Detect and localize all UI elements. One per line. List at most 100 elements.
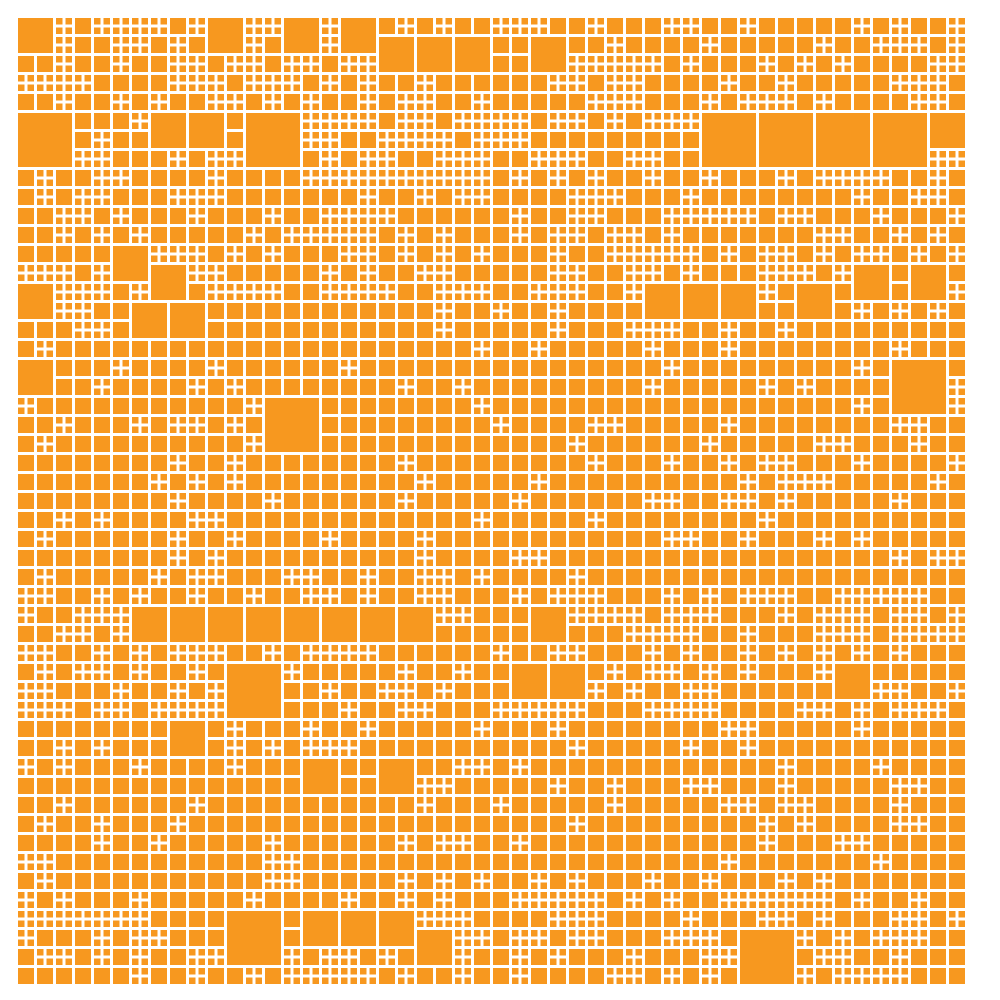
tile	[189, 94, 205, 110]
mini-tile	[531, 27, 538, 34]
mini-tile	[417, 103, 424, 110]
mini-tile	[835, 835, 842, 842]
tile	[436, 417, 452, 433]
mini-tile	[170, 75, 177, 82]
mini-tile	[825, 616, 832, 623]
mini-tile	[426, 474, 433, 481]
tile	[113, 778, 129, 794]
mini-tile	[749, 217, 756, 224]
mini-tile	[369, 75, 376, 82]
mini-tile	[151, 474, 158, 481]
mini-tile	[265, 246, 272, 253]
tile	[265, 588, 281, 604]
mini-tile	[863, 844, 870, 851]
tile	[588, 816, 604, 832]
mini-tile	[882, 246, 889, 253]
mini-tile	[920, 426, 927, 433]
mini-tile	[179, 540, 186, 547]
mini-tile	[37, 873, 44, 880]
mini-tile	[227, 284, 234, 291]
tile	[930, 37, 946, 53]
mini-tile	[626, 255, 633, 262]
tile	[531, 721, 547, 737]
mini-tile	[483, 930, 490, 937]
large-tile	[759, 113, 813, 167]
mini-tile	[816, 170, 823, 177]
tile	[132, 835, 148, 851]
mini-tile	[550, 958, 557, 965]
mini-tile	[417, 94, 424, 101]
tile	[759, 854, 775, 870]
mini-tile	[179, 37, 186, 44]
tile	[398, 816, 414, 832]
mini-tile	[360, 151, 367, 158]
mini-tile	[94, 958, 101, 965]
mini-tile	[588, 939, 595, 946]
tile	[474, 208, 490, 224]
mini-tile	[151, 18, 158, 25]
mini-tile	[873, 208, 880, 215]
mini-tile	[854, 968, 861, 975]
tile	[816, 721, 832, 737]
mini-tile	[702, 968, 709, 975]
mini-tile	[664, 322, 671, 329]
mini-tile	[806, 65, 813, 72]
mini-tile	[284, 854, 291, 861]
mini-tile	[417, 265, 424, 272]
tile	[626, 759, 642, 775]
tile	[94, 778, 110, 794]
tile	[417, 816, 433, 832]
mini-tile	[626, 246, 633, 253]
mini-tile	[958, 56, 965, 63]
mini-tile	[949, 550, 956, 557]
mini-tile	[198, 18, 205, 25]
tile	[303, 151, 319, 167]
tile	[227, 873, 243, 889]
tile	[493, 892, 509, 908]
mini-tile	[949, 65, 956, 72]
tile	[322, 550, 338, 566]
tile	[246, 170, 262, 186]
mini-tile	[692, 198, 699, 205]
mini-tile	[635, 255, 642, 262]
tile	[531, 949, 547, 965]
mini-tile	[236, 379, 243, 386]
tile	[360, 341, 376, 357]
mini-tile	[778, 84, 785, 91]
mini-tile	[198, 27, 205, 34]
mini-tile	[597, 217, 604, 224]
mini-tile	[122, 94, 129, 101]
large-tile	[873, 113, 927, 167]
mini-tile	[683, 531, 690, 538]
mini-tile	[407, 255, 414, 262]
tile	[721, 18, 737, 34]
mini-tile	[464, 835, 471, 842]
tile	[949, 417, 965, 433]
mini-tile	[901, 607, 908, 614]
mini-tile	[141, 930, 148, 937]
mini-tile	[597, 911, 604, 918]
mini-tile	[711, 711, 718, 718]
tile	[607, 759, 623, 775]
mini-tile	[949, 407, 956, 414]
mini-tile	[559, 730, 566, 737]
mini-tile	[569, 236, 576, 243]
mini-tile	[322, 977, 329, 984]
mini-tile	[569, 151, 576, 158]
tile	[132, 778, 148, 794]
mini-tile	[673, 939, 680, 946]
mini-tile	[607, 84, 614, 91]
mini-tile	[930, 474, 937, 481]
mini-tile	[407, 873, 414, 880]
mini-tile	[711, 179, 718, 186]
mini-tile	[483, 246, 490, 253]
mini-tile	[512, 179, 519, 186]
mini-tile	[37, 569, 44, 576]
mini-tile	[398, 179, 405, 186]
mini-tile	[341, 65, 348, 72]
mini-tile	[759, 892, 766, 899]
mini-tile	[901, 559, 908, 566]
mini-tile	[331, 540, 338, 547]
mini-tile	[417, 597, 424, 604]
mini-tile	[911, 635, 918, 642]
